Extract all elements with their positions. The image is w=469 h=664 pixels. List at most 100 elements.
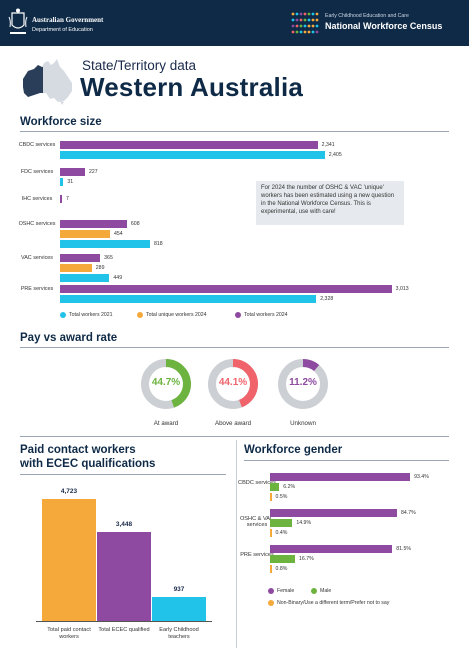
bar-value: 608 xyxy=(130,221,140,227)
bar-total-workers-2021-pre-services xyxy=(60,295,317,303)
section-divider xyxy=(20,131,449,132)
census-dot xyxy=(311,12,315,16)
section-divider xyxy=(20,474,226,475)
census-dot xyxy=(315,24,319,28)
category-label-cbdc-services: CBDC services xyxy=(238,480,276,486)
donut-segment xyxy=(208,359,258,409)
census-dot xyxy=(315,30,319,34)
donut-segment xyxy=(141,359,191,409)
legend-label-female: Female xyxy=(277,588,295,594)
census-dot xyxy=(315,18,319,22)
bar-non-binary-use-a-different-term-prefer-not-to-say-cbdc-services xyxy=(270,493,272,501)
column-divider xyxy=(236,440,237,648)
bar-value: 454 xyxy=(113,231,123,237)
bar-total-workers-2021-fdc-services xyxy=(60,178,64,186)
bar-value: 16.7% xyxy=(299,556,314,562)
legend-label-male: Male xyxy=(320,588,332,594)
category-label-oshc-services: OSHC services xyxy=(18,221,56,227)
qualifications-title-line2: with ECEC qualifications xyxy=(20,458,156,470)
bar-male-cbdc-services xyxy=(270,483,280,491)
bar-value: 6.2% xyxy=(283,484,296,490)
header-bar: Australian Government Department of Educ… xyxy=(0,0,469,46)
column-value: 3,448 xyxy=(115,520,133,528)
bar-value: 93.4% xyxy=(414,474,429,480)
bar-male-pre-services xyxy=(270,555,296,563)
legend-dot-female xyxy=(268,588,274,594)
bar-female-pre-services xyxy=(270,545,393,553)
census-subtitle: Early Childhood Education and Care xyxy=(325,13,409,19)
donut-segment xyxy=(278,359,328,409)
category-label-vac-services: VAC services xyxy=(21,255,53,261)
census-dot xyxy=(303,18,307,22)
bar-value: 84.7% xyxy=(401,510,416,516)
bar-value: 81.5% xyxy=(396,546,411,552)
census-dot xyxy=(291,18,295,22)
column-label-total-ecec-qualified: Total ECEC qualified xyxy=(98,627,150,633)
bar-non-binary-use-a-different-term-prefer-not-to-say-oshc-vac-services xyxy=(270,529,272,537)
qualifications-title-line1: Paid contact workers xyxy=(20,444,136,456)
census-dot xyxy=(311,30,315,34)
donut-percent-at-award: 44.7% xyxy=(151,377,181,388)
census-dot xyxy=(303,12,307,16)
census-dot xyxy=(299,30,303,34)
category-label-pre-services: PRE services xyxy=(240,552,274,558)
australian-government-logo: Australian Government Department of Educ… xyxy=(8,7,118,39)
bar-male-oshc-vac-services xyxy=(270,519,293,527)
gender-title: Workforce gender xyxy=(244,444,343,456)
section-divider xyxy=(244,460,449,461)
census-dot xyxy=(307,12,311,16)
donut-label-above-award: Above award xyxy=(214,420,252,427)
column-total-ecec-qualified xyxy=(97,531,151,621)
legend-label-total-unique-workers-2024: Total unique workers 2024 xyxy=(146,312,207,318)
experimental-note: For 2024 the number of OSHC & VAC 'uniqu… xyxy=(256,181,404,225)
bar-value: 2,328 xyxy=(320,296,334,302)
donut-unknown xyxy=(278,359,328,409)
census-dot xyxy=(291,30,295,34)
bar-female-cbdc-services xyxy=(270,473,411,481)
census-dot xyxy=(307,30,311,34)
section-divider xyxy=(20,436,449,437)
bar-value: 0.4% xyxy=(275,530,288,536)
bar-total-unique-workers-2024-vac-services xyxy=(60,264,92,272)
bar-total-workers-2021-oshc-services xyxy=(60,240,151,248)
australia-map-icon xyxy=(23,59,72,105)
bar-value: 31 xyxy=(67,179,74,185)
bar-value: 14.9% xyxy=(296,520,312,526)
category-label-ihc-services: IHC services xyxy=(21,196,53,202)
donut-percent-unknown: 11.2% xyxy=(289,377,317,388)
bar-value: 0.5% xyxy=(275,494,288,500)
column-total-paid-contact-workers xyxy=(42,499,96,621)
gov-name: Australian Government xyxy=(32,16,104,24)
bar-value: 3,013 xyxy=(395,286,409,292)
census-dot xyxy=(311,24,315,28)
legend-label-total-workers-2021: Total workers 2021 xyxy=(69,312,113,318)
census-dot xyxy=(299,18,303,22)
census-dot xyxy=(307,18,311,22)
page-title: Western Australia xyxy=(80,72,304,102)
census-dots-icon xyxy=(291,12,319,34)
donut-label-unknown: Unknown xyxy=(290,420,316,427)
donut-percent-above-award: 44.1% xyxy=(218,377,248,388)
column-label-total-paid-contact-workers: Total paid contact workers xyxy=(47,627,91,640)
census-dot xyxy=(291,24,295,28)
coat-of-arms-icon xyxy=(8,8,28,34)
bar-value: 0.8% xyxy=(275,566,288,572)
bar-non-binary-use-a-different-term-prefer-not-to-say-pre-services xyxy=(270,565,272,573)
category-label-pre-services: PRE services xyxy=(20,286,54,292)
census-dot xyxy=(303,24,307,28)
bar-total-workers-2024-vac-services xyxy=(60,254,101,262)
column-early-childhood-teachers xyxy=(152,596,206,621)
legend-dot-total-workers-2021 xyxy=(60,312,66,318)
category-label-fdc-services: FDC services xyxy=(20,169,54,175)
bar-value: 289 xyxy=(95,265,105,271)
census-title: National Workforce Census xyxy=(325,21,443,31)
legend-label-total-workers-2024: Total workers 2024 xyxy=(244,312,288,318)
legend-dot-total-workers-2024 xyxy=(235,312,241,318)
census-dot xyxy=(295,18,299,22)
bar-female-oshc-vac-services xyxy=(270,509,398,517)
bar-value: 2,341 xyxy=(321,142,335,148)
bar-value: 227 xyxy=(88,169,98,175)
bar-total-unique-workers-2024-oshc-services xyxy=(60,230,110,238)
census-logo: Early Childhood Education and Care Natio… xyxy=(291,10,459,36)
bar-value: 449 xyxy=(113,275,123,281)
